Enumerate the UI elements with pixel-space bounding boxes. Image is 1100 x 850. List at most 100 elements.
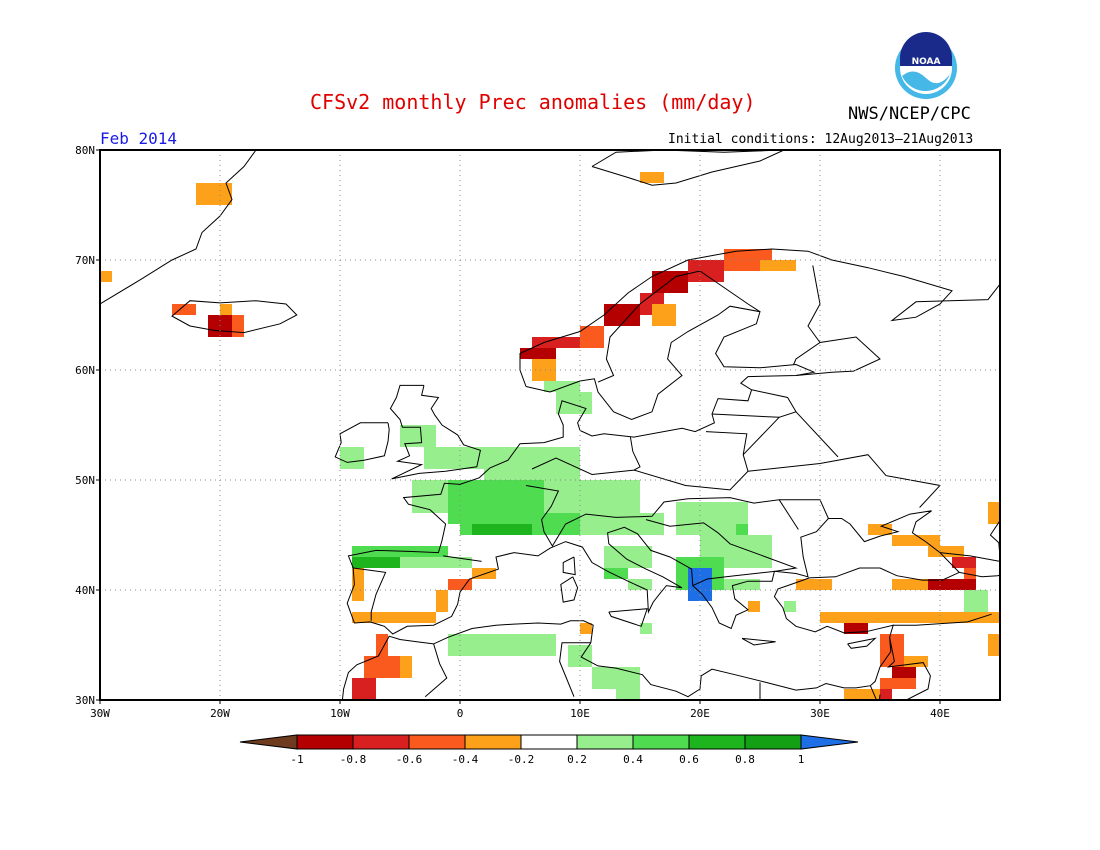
anomaly-cell [868,524,892,535]
anomaly-cell [472,568,496,579]
anomaly-cell [892,667,916,678]
coastline [645,519,798,587]
anomaly-cell [580,513,664,535]
anomaly-cell [448,579,472,590]
anomaly-cell [376,634,388,656]
anomaly-cell [988,502,1000,524]
lon-tick-label: 10W [330,707,350,720]
coastline [389,384,481,480]
colorbar-label: -0.6 [396,753,423,766]
anomaly-cell [556,392,592,414]
anomaly-cell [352,557,400,568]
anomaly-cell [172,304,196,315]
colorbar-swatch [464,734,522,750]
anomaly-cell [400,656,412,678]
anomaly-cell [580,326,604,348]
coastline [100,150,257,305]
anomaly-cell [424,447,484,469]
colorbar-swatch [632,734,690,750]
anomaly-cell [928,546,964,557]
coastline [741,637,776,646]
anomaly-cell [580,623,592,634]
lon-tick-label: 20W [210,707,230,720]
lat-tick-label: 70N [75,254,95,267]
coastline [334,422,390,463]
lon-tick-label: 30E [810,707,830,720]
colorbar-label: 0.4 [623,753,643,766]
colorbar-swatch [239,734,298,750]
coastline [353,567,387,621]
anomaly-cell [880,689,892,700]
lat-tick-label: 40N [75,584,95,597]
lat-tick-label: 30N [75,694,95,707]
anomaly-cell [232,315,244,337]
anomaly-cell [844,689,880,700]
coastline [562,556,576,576]
noaa-logo-text: NOAA [912,57,941,67]
anomaly-cells [100,172,1000,700]
lon-tick-label: 10E [570,707,590,720]
lon-tick-label: 40E [930,707,950,720]
anomaly-cell [928,579,976,590]
colorbar-label: 0.2 [567,753,587,766]
anomaly-cell [904,656,928,667]
anomaly-cell [196,183,232,205]
coastline [779,499,829,519]
colorbar-label: 1 [798,753,805,766]
anomaly-cell [520,348,556,359]
lon-tick-label: 20E [690,707,710,720]
anomaly-cell [400,557,472,568]
anomaly-cell [592,667,640,689]
lon-tick-label: 30W [90,707,110,720]
anomaly-cell [340,447,364,469]
coastline [171,300,298,334]
anomaly-cell [364,656,400,678]
coastline [443,555,482,562]
lat-tick-label: 80N [75,144,95,157]
anomaly-cell [604,568,628,579]
anomaly-cell [748,601,760,612]
anomaly-cell [400,425,436,447]
noaa-logo-icon: NOAA [895,32,957,99]
anomaly-cell [448,634,556,656]
colorbar-swatch [520,734,578,750]
coastline [608,608,648,627]
coastline [886,637,931,700]
anomaly-cell [964,590,988,612]
anomaly-cell [652,304,676,326]
coastline [341,305,961,700]
lat-tick-label: 50N [75,474,95,487]
coastline [747,454,941,508]
lon-tick-label: 0 [457,707,464,720]
anomaly-cell [484,447,580,480]
anomaly-cell [604,304,640,326]
anomaly-cell [820,612,1000,623]
anomaly-cell [880,678,916,689]
coastline [711,413,780,418]
initial-conditions-label: Initial conditions: 12Aug2013–21Aug2013 [668,132,974,147]
coastline [793,336,881,376]
anomaly-cell [892,579,940,590]
colorbar-label: -0.8 [340,753,367,766]
anomaly-cell [844,623,868,634]
colorbar-swatch [352,734,410,750]
anomaly-cell [760,260,796,271]
anomaly-cell [532,359,556,381]
coastline [893,613,992,626]
anomaly-cell [532,337,580,348]
anomaly-cell [964,568,976,579]
anomaly-cell [436,590,448,612]
anomaly-cell [616,689,640,700]
coastline [519,248,1000,387]
coastline [597,270,761,383]
anomaly-cell [688,260,724,282]
anomaly-cell [784,601,796,612]
colorbar-label: 0.8 [735,753,755,766]
anomaly-cell [736,524,748,535]
colorbar-label: -0.2 [508,753,535,766]
colorbar: -1 -0.8 -0.6 -0.4 -0.2 0.2 0.4 0.6 0.8 1 [239,734,859,766]
map-frame [99,149,1001,701]
anomaly-cell [952,557,976,568]
anomaly-cell [628,579,652,590]
